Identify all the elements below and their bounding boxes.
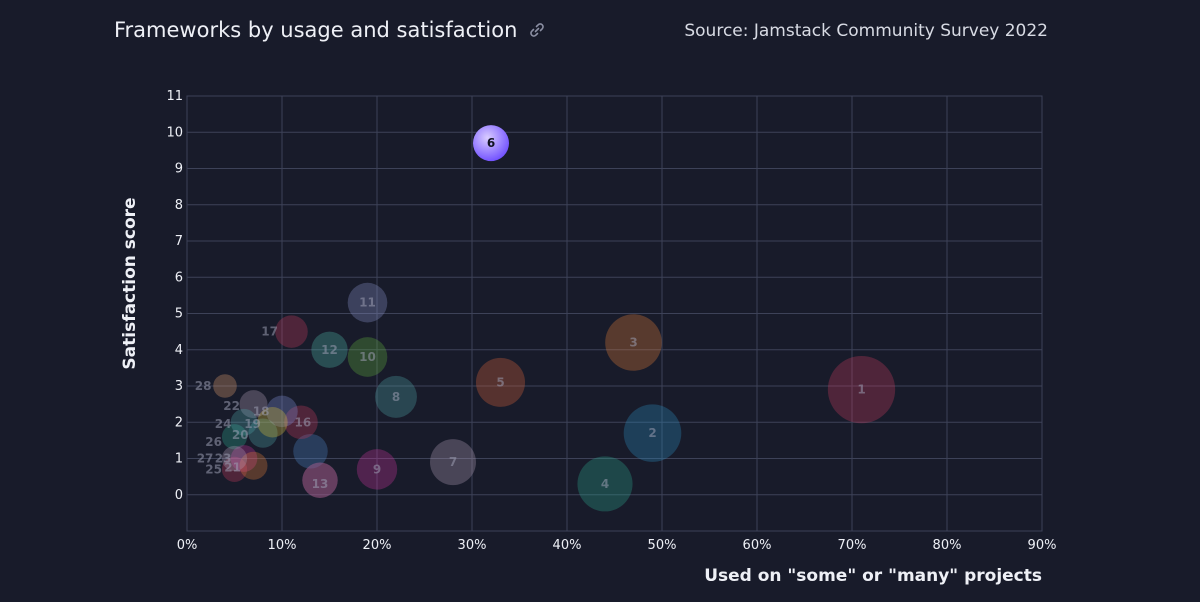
bubble-15[interactable]	[302, 462, 338, 498]
y-tick-label: 10	[166, 125, 183, 140]
bubble-label-20: 20	[232, 428, 249, 442]
bubble-label-26: 26	[205, 435, 222, 449]
x-axis-title: Used on "some" or "many" projects	[704, 566, 1042, 586]
bubble-label-16: 16	[295, 415, 312, 429]
y-tick-labels: 0 1 2 3 4 5 6 7 8 9 10 11	[166, 89, 183, 503]
y-tick-label: 9	[175, 162, 183, 177]
y-tick-label: 0	[175, 488, 183, 503]
bubble-11[interactable]	[347, 282, 388, 323]
chart-title-row: Frameworks by usage and satisfaction	[114, 18, 547, 42]
bubble-2[interactable]	[623, 404, 682, 462]
y-tick-label: 11	[166, 89, 183, 104]
bubble-10[interactable]	[347, 337, 388, 377]
bubble-25[interactable]	[239, 451, 268, 480]
y-tick-label: 2	[175, 415, 183, 430]
x-tick-label: 30%	[458, 538, 487, 553]
bubble-label-12: 12	[321, 343, 338, 357]
y-tick-label: 3	[175, 379, 183, 394]
bubble-4[interactable]	[577, 456, 633, 512]
bubble-14[interactable]	[293, 433, 328, 469]
bubble-label-22: 22	[223, 399, 240, 413]
source-note: Source: Jamstack Community Survey 2022	[684, 21, 1048, 41]
bubble-label-25: 25	[205, 462, 222, 476]
bubble-6[interactable]	[473, 125, 509, 162]
grid	[186, 95, 1043, 532]
y-axis-title: Satisfaction score	[120, 197, 140, 369]
y-tick-label: 4	[175, 343, 183, 358]
y-tick-label: 5	[175, 307, 183, 322]
bubble-label-28: 28	[195, 379, 212, 393]
bubble-28[interactable]	[213, 374, 237, 398]
bubble-8[interactable]	[375, 375, 417, 418]
bubble-label-24: 24	[215, 417, 232, 431]
bubble-label-7: 7	[449, 455, 457, 469]
y-tick-label: 8	[175, 198, 183, 213]
bubble-7[interactable]	[430, 439, 476, 486]
bubble-label-10: 10	[359, 350, 376, 364]
bubble-label-18: 18	[253, 404, 270, 418]
bubble-21[interactable]	[221, 456, 248, 482]
bubble-13[interactable]	[302, 462, 338, 498]
bubble-label-3: 3	[629, 336, 637, 350]
y-tick-label: 1	[175, 452, 183, 467]
bubble-label-11: 11	[359, 296, 376, 310]
bubble-labels: 1234578910111213161718192021222324252627…	[195, 296, 866, 491]
bubble-12[interactable]	[311, 331, 348, 368]
bubble-18[interactable]	[239, 390, 268, 419]
y-tick-label: 7	[175, 234, 183, 249]
bubble-19[interactable]	[248, 418, 278, 448]
bubble-16[interactable]	[284, 405, 318, 440]
bubble-label-9: 9	[373, 462, 381, 476]
bubble-label-6: 6	[487, 136, 495, 150]
y-tick-label: 6	[175, 270, 183, 285]
x-tick-label: 0%	[177, 538, 198, 553]
bubble-label-19: 19	[244, 417, 261, 431]
bubble-label-8: 8	[392, 390, 400, 404]
bubble-label-21: 21	[224, 461, 241, 475]
bubble-17[interactable]	[275, 315, 308, 348]
x-tick-label: 40%	[553, 538, 582, 553]
bubble-26[interactable]	[257, 407, 288, 438]
bubble-9[interactable]	[356, 449, 398, 490]
bubble-label-27: 27	[197, 452, 214, 466]
x-tick-label: 90%	[1028, 538, 1057, 553]
bubble-24[interactable]	[230, 408, 258, 436]
bubble-3[interactable]	[605, 314, 662, 371]
bubble-1[interactable]	[827, 355, 896, 424]
x-tick-label: 20%	[363, 538, 392, 553]
bubble-5[interactable]	[475, 357, 526, 407]
bubble-label-1: 1	[857, 383, 865, 397]
x-tick-label: 50%	[648, 538, 677, 553]
bubble-label-4: 4	[601, 477, 609, 491]
bubble-22[interactable]	[230, 445, 258, 472]
x-tick-label: 60%	[743, 538, 772, 553]
x-tick-label: 70%	[838, 538, 867, 553]
bubble-label-2: 2	[648, 426, 656, 440]
bubble-23[interactable]	[266, 395, 298, 428]
x-tick-label: 10%	[268, 538, 297, 553]
x-tick-label: 80%	[933, 538, 962, 553]
bubble-20[interactable]	[221, 424, 248, 450]
chart-title: Frameworks by usage and satisfaction	[114, 18, 518, 42]
bubble-label-13: 13	[312, 477, 329, 491]
bubbles: 6	[213, 125, 896, 512]
bubble-27[interactable]	[221, 445, 248, 472]
bubble-label-23: 23	[215, 452, 232, 466]
bubble-label-5: 5	[496, 375, 504, 389]
bubble-label-17: 17	[261, 325, 278, 339]
link-icon[interactable]	[527, 20, 547, 40]
x-tick-labels: 0% 10% 20% 30% 40% 50% 60% 70% 80% 90%	[177, 538, 1057, 553]
